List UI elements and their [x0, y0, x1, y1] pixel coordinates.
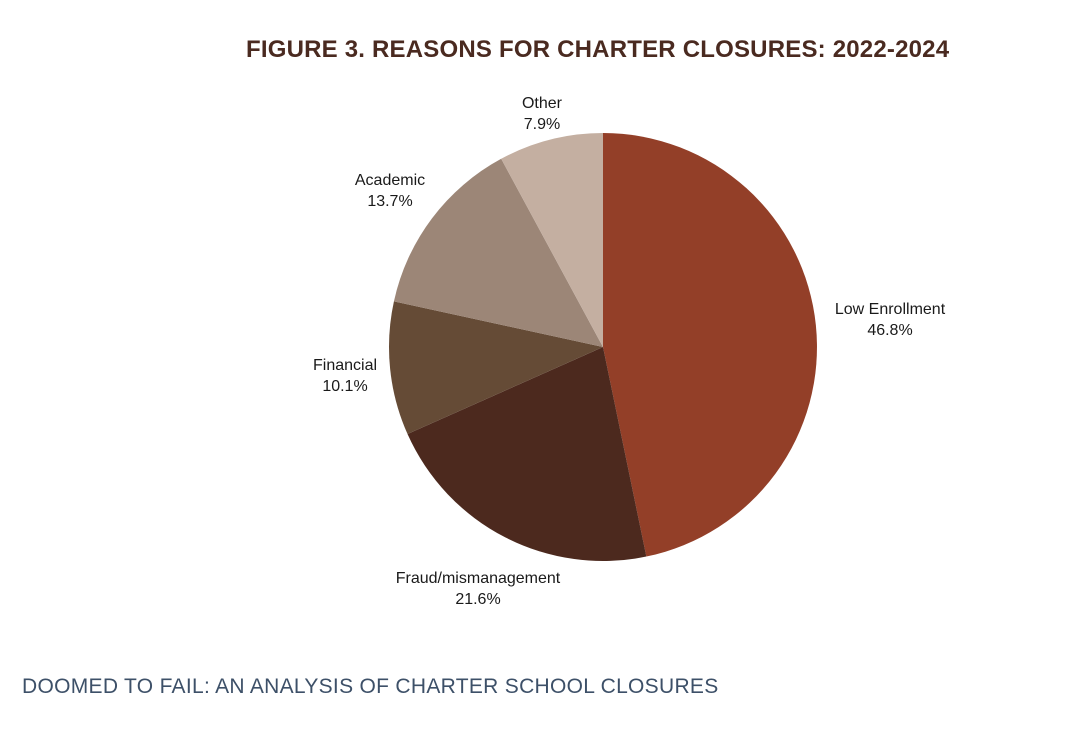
slice-label-name: Fraud/mismanagement	[396, 570, 561, 587]
slice-label-name: Other	[522, 95, 563, 112]
pie-slice-fraud-mismanagement	[407, 347, 647, 561]
slice-label-value: 46.8%	[867, 322, 912, 339]
slice-label-value: 7.9%	[524, 116, 560, 133]
pie-slice-low-enrollment	[603, 133, 817, 557]
slice-label-value: 13.7%	[367, 193, 412, 210]
pie-slice-other	[501, 133, 603, 347]
pie-labels: Low Enrollment 46.8% Fraud/mismanagement 21…	[313, 95, 946, 608]
slice-label-value: 10.1%	[322, 378, 367, 395]
pie-slice-academic	[393, 158, 603, 347]
pie-slice-financial	[389, 301, 603, 435]
pie-slices	[389, 133, 817, 561]
chart-title: FIGURE 3. REASONS FOR CHARTER CLOSURES: …	[246, 36, 950, 63]
pie-chart: Low Enrollment 46.8% Fraud/mismanagement 21…	[313, 95, 946, 608]
slice-label-value: 21.6%	[455, 591, 500, 608]
report-title-footer: DOOMED TO FAIL: AN ANALYSIS OF CHARTER S…	[22, 675, 719, 698]
slice-label-name: Academic	[355, 172, 425, 189]
slice-label-name: Financial	[313, 357, 377, 374]
slice-label-name: Low Enrollment	[835, 301, 946, 318]
